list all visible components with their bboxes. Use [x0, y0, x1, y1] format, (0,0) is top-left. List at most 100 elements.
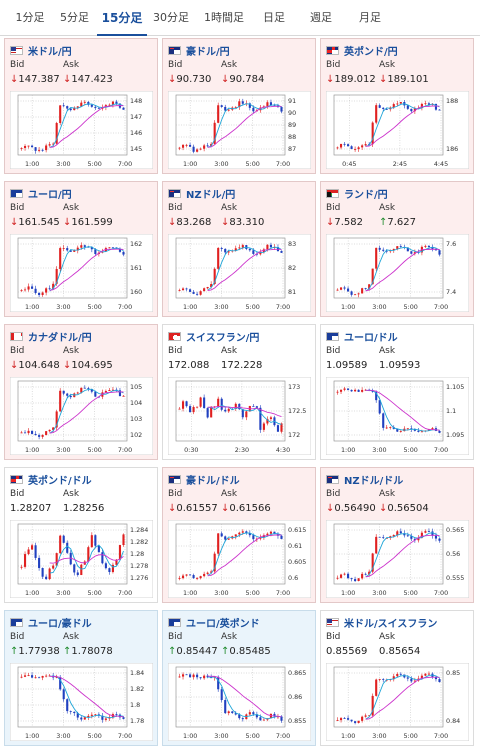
pair-header[interactable]: 米ドル/円 [10, 43, 72, 58]
pair-card[interactable]: ユーロ/円 Bid Ask ↓161.545 ↓161.599 1:00 3:00 5… [4, 181, 158, 317]
tab-1[interactable]: 5分足 [60, 11, 89, 24]
pair-header[interactable]: 豪ドル/円 [168, 43, 230, 58]
price-chart[interactable]: 1:00 3:00 5:00 7:00 0.865 0.86 0.855 [168, 663, 311, 741]
pair-header[interactable]: ユーロ/ドル [326, 329, 398, 344]
x-tick-label: 4:45 [434, 160, 448, 168]
ma-slow-line [49, 105, 124, 148]
pair-header[interactable]: カナダドル/円 [10, 329, 92, 344]
tab-0[interactable]: 1分足 [15, 11, 45, 24]
pair-name[interactable]: 英ポンド/ドル [28, 475, 92, 487]
x-tick-label: 3:00 [56, 160, 70, 168]
price-chart[interactable]: 1:00 3:00 5:00 7:00 91 90 89 88 87 [168, 91, 311, 169]
pair-card[interactable]: ユーロ/英ポンド Bid Ask ↑0.85447 ↑0.85485 1:00 3:… [162, 610, 316, 746]
candle-body [343, 143, 346, 145]
price-chart[interactable]: 1:00 3:00 5:00 7:00 162 161 160 [10, 234, 153, 312]
price-chart[interactable]: 0:30 2:30 4:30 173 172.5 172 [168, 377, 311, 455]
pair-name[interactable]: ユーロ/英ポンド [186, 618, 260, 630]
tab-6[interactable]: 週足 [310, 11, 332, 24]
pair-name[interactable]: NZドル/ドル [344, 475, 404, 487]
pair-header[interactable]: ユーロ/円 [10, 186, 72, 201]
down-arrow-icon: ↓ [63, 360, 72, 371]
candle-body [241, 718, 244, 720]
price-chart[interactable]: 1:00 3:00 5:00 7:00 1.105 1.1 1.095 [326, 377, 469, 455]
candle-body [269, 244, 272, 248]
price-chart[interactable]: 1:00 3:00 5:00 7:00 0.615 0.61 0.605 0.6 [168, 520, 311, 598]
candle-body [111, 564, 114, 573]
candle-body [336, 577, 339, 579]
pair-name[interactable]: NZドル/円 [186, 189, 236, 201]
pair-card[interactable]: ユーロ/ドル Bid Ask 1.09589 1.09593 1:00 3:00 5:… [320, 324, 474, 460]
pair-name[interactable]: 豪ドル/円 [186, 46, 230, 58]
candle-body [396, 429, 399, 432]
pair-card[interactable]: 英ポンド/ドル Bid Ask 1.28207 1.28256 1:00 3:00 5… [4, 467, 158, 603]
candle-body [210, 571, 213, 573]
pair-name[interactable]: ランド/円 [344, 189, 388, 201]
pair-name[interactable]: 米ドル/円 [28, 46, 72, 58]
tab-5[interactable]: 日足 [263, 11, 285, 24]
candle-body [73, 711, 76, 714]
ma-slow-line [365, 676, 440, 720]
pair-header[interactable]: 英ポンド/円 [326, 43, 398, 58]
pair-card[interactable]: 米ドル/スイスフラン Bid Ask 0.85569 0.85654 1:00 3:… [320, 610, 474, 746]
candle-body [399, 246, 402, 247]
pair-card[interactable]: NZドル/ドル Bid Ask ↓0.56490 ↓0.56504 1:00 3:0… [320, 467, 474, 603]
pair-name[interactable]: 豪ドル/ドル [186, 475, 240, 487]
pair-name[interactable]: 英ポンド/円 [344, 46, 398, 58]
pair-card[interactable]: 英ポンド/円 Bid Ask ↓189.012 ↓189.101 0:45 2:45… [320, 38, 474, 174]
pair-header[interactable]: ユーロ/英ポンド [168, 615, 260, 630]
price-chart[interactable]: 0:45 2:45 4:45 188 186 [326, 91, 469, 169]
pair-header[interactable]: NZドル/ドル [326, 472, 404, 487]
y-tick-label: 83 [288, 240, 296, 248]
candle-body [410, 536, 413, 539]
tab-4[interactable]: 1時間足 [204, 11, 244, 24]
tab-3[interactable]: 30分足 [153, 11, 189, 24]
pair-card[interactable]: ユーロ/豪ドル Bid Ask ↑1.77938 ↑1.78078 1:00 3:0… [4, 610, 158, 746]
pair-header[interactable]: 米ドル/スイスフラン [326, 615, 438, 630]
tab-2[interactable]: 15分足 [97, 0, 147, 36]
pair-card[interactable]: 豪ドル/円 Bid Ask ↓90.730 ↓90.784 1:00 3:00 5:0… [162, 38, 316, 174]
candle-body [339, 718, 343, 721]
pair-name[interactable]: ユーロ/円 [28, 189, 72, 201]
pair-name[interactable]: スイスフラン/円 [186, 332, 260, 344]
pair-card[interactable]: 豪ドル/ドル Bid Ask ↓0.61557 ↓0.61566 1:00 3:00… [162, 467, 316, 603]
candle-body [227, 711, 230, 714]
price-chart[interactable]: 1:00 3:00 5:00 7:00 148 147 146 145 [10, 91, 153, 169]
price-chart[interactable]: 1:00 3:00 5:00 7:00 105 104 103 102 [10, 377, 153, 455]
pair-card[interactable]: NZドル/円 Bid Ask ↓83.268 ↓83.310 1:00 3:00 5:… [162, 181, 316, 317]
price-chart[interactable]: 1:00 3:00 5:00 7:00 1.284 1.282 1.28 1.278 1.276 [10, 520, 153, 598]
price-chart[interactable]: 1:00 3:00 5:00 7:00 0.565 0.56 0.555 [326, 520, 469, 598]
x-tick-label: 5:00 [87, 732, 101, 740]
candle-body [280, 106, 283, 112]
x-tick-label: 1:00 [341, 303, 355, 311]
pair-name[interactable]: カナダドル/円 [28, 332, 92, 344]
price-chart[interactable]: 1:00 3:00 5:00 7:00 1.84 1.82 1.8 1.78 [10, 663, 153, 741]
pair-header[interactable]: 豪ドル/ドル [168, 472, 240, 487]
pair-header[interactable]: スイスフラン/円 [168, 329, 260, 344]
ma-slow-line [365, 389, 440, 431]
tab-7[interactable]: 月足 [359, 11, 381, 24]
candle-body [406, 247, 409, 252]
pair-card[interactable]: ランド/円 Bid Ask ↓7.582 ↑7.627 1:00 3:00 5:00 7… [320, 181, 474, 317]
pair-header[interactable]: 英ポンド/ドル [10, 472, 92, 487]
pair-header[interactable]: NZドル/円 [168, 186, 236, 201]
pair-card[interactable]: スイスフラン/円 Bid Ask 172.088 172.228 0:30 2:30… [162, 324, 316, 460]
flag-icon [10, 474, 23, 484]
down-arrow-icon: ↓ [221, 217, 230, 228]
candle-body [178, 289, 181, 291]
candle-body [343, 718, 346, 719]
price-chart[interactable]: 1:00 3:00 5:00 7:00 7.6 7.4 [326, 234, 469, 312]
price-chart[interactable]: 1:00 3:00 5:00 7:00 0.85 0.84 [326, 663, 469, 741]
price-chart[interactable]: 1:00 3:00 5:00 7:00 83 82 81 [168, 234, 311, 312]
pair-card[interactable]: カナダドル/円 Bid Ask ↓104.648 ↓104.695 1:00 3:0… [4, 324, 158, 460]
pair-header[interactable]: ランド/円 [326, 186, 388, 201]
pair-header[interactable]: ユーロ/豪ドル [10, 615, 92, 630]
candle-body [122, 717, 125, 719]
y-tick-label: 1.1 [446, 407, 456, 415]
candle-body [276, 716, 280, 718]
pair-card[interactable]: 米ドル/円 Bid Ask ↓147.387 ↓147.423 1:00 3:00 5… [4, 38, 158, 174]
candle-body [280, 716, 283, 721]
candle-body [48, 144, 51, 146]
pair-name[interactable]: ユーロ/ドル [344, 332, 398, 344]
pair-name[interactable]: 米ドル/スイスフラン [344, 618, 438, 630]
pair-name[interactable]: ユーロ/豪ドル [28, 618, 92, 630]
